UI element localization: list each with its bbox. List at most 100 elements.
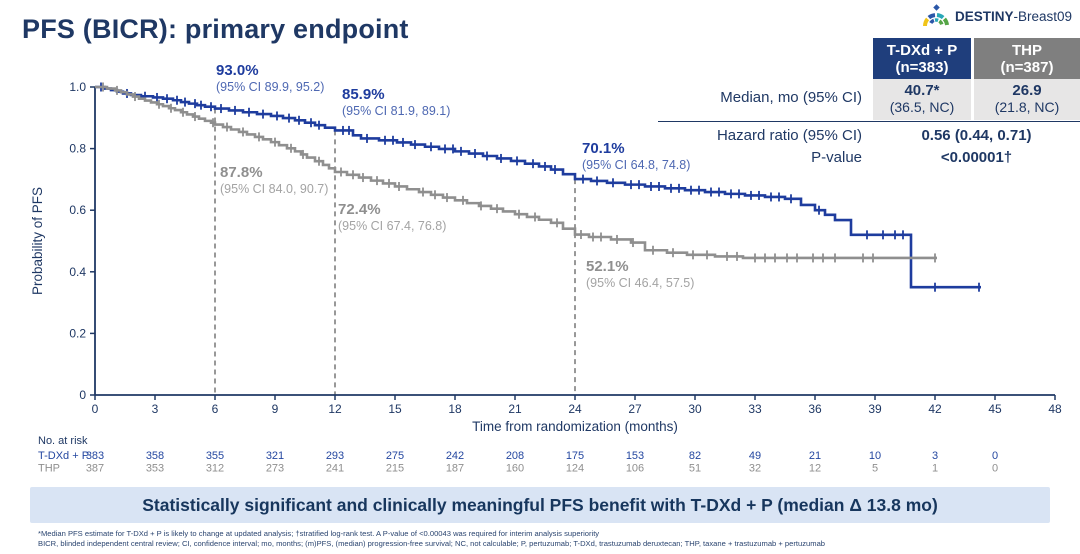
risk-count: 187 [446,463,464,475]
risk-count: 312 [206,463,224,475]
risk-count: 49 [749,450,761,462]
risk-count: 355 [206,450,224,462]
study-logo-text: DESTINY-Breast09 [955,9,1072,24]
footnote-line-2: BICR, blinded independent central review… [38,539,826,548]
risk-count: 82 [689,450,701,462]
pvalue-row: P-value <0.00001† [658,146,1080,168]
median-tdxd-main: 40.7* [904,82,940,99]
col-tdxd-n: (n=383) [895,59,949,76]
page-title: PFS (BICR): primary endpoint [22,14,409,44]
risk-count: 321 [266,450,284,462]
risk-count: 124 [566,463,584,475]
risk-row-label: THP [38,463,60,475]
x-tick-label: 42 [928,402,942,416]
median-row: Median, mo (95% CI) 40.7* (36.5, NC) 26.… [658,79,1080,120]
median-row-label: Median, mo (95% CI) [720,89,862,106]
median-value-tdxd: 40.7* (36.5, NC) [873,79,971,120]
km-curve-tdxd-p [95,85,981,289]
risk-count: 208 [506,450,524,462]
risk-count: 21 [809,450,821,462]
risk-count: 10 [869,450,881,462]
y-tick-label: 0.2 [69,326,86,340]
study-logo-text-rest: -Breast09 [1013,9,1072,24]
risk-count: 153 [626,450,644,462]
risk-count: 293 [326,450,344,462]
risk-count: 5 [872,463,878,475]
y-axis-title: Probability of PFS [30,187,45,295]
destiny-fan-icon [922,4,949,27]
risk-count: 353 [146,463,164,475]
y-tick-label: 0.8 [69,142,86,156]
risk-count: 32 [749,463,761,475]
risk-count: 160 [506,463,524,475]
x-tick-label: 12 [328,402,342,416]
milestone-label: 72.4% [338,201,381,218]
risk-count: 273 [266,463,284,475]
x-tick-label: 0 [92,402,99,416]
risk-count: 175 [566,450,584,462]
km-curve-thp [95,85,937,260]
risk-count: 0 [992,463,998,475]
risk-row-label: T-DXd + P [38,450,89,462]
footnotes: *Median PFS estimate for T-DXd + P is li… [38,529,825,549]
study-logo: DESTINY-Breast09 [921,4,1072,29]
milestone-label: 87.8% [220,164,263,181]
stats-column-header-thp: THP (n=387) [974,38,1080,79]
milestone-label: 85.9% [342,86,385,103]
col-thp-name: THP [1012,42,1042,59]
median-thp-main: 26.9 [1012,82,1042,99]
y-tick-label: 0.4 [69,265,86,279]
risk-count: 51 [689,463,701,475]
risk-table-title: No. at risk [38,435,88,447]
milestone-label: 93.0% [216,62,259,79]
risk-count: 215 [386,463,404,475]
x-tick-label: 15 [388,402,402,416]
table-rule [658,121,1080,122]
col-thp-n: (n=387) [1000,59,1054,76]
milestone-ci-label: (95% CI 89.9, 95.2) [216,80,324,94]
pvalue-label: P-value [811,149,862,166]
risk-count: 0 [992,450,998,462]
study-logo-text-bold: DESTINY [954,9,1014,24]
x-tick-label: 6 [212,402,219,416]
milestone-ci-label: (95% CI 81.9, 89.1) [342,104,450,118]
x-tick-label: 9 [272,402,279,416]
risk-count: 12 [809,463,821,475]
risk-count: 3 [932,450,938,462]
milestone-ci-label: (95% CI 84.0, 90.7) [220,182,328,196]
stats-column-header-tdxd: T-DXd + P (n=383) [873,38,971,79]
risk-count: 241 [326,463,344,475]
x-tick-label: 33 [748,402,762,416]
x-tick-label: 24 [568,402,582,416]
risk-count: 275 [386,450,404,462]
pvalue-value: <0.00001† [940,149,1013,166]
x-tick-label: 21 [508,402,522,416]
x-tick-label: 39 [868,402,882,416]
x-tick-label: 48 [1048,402,1062,416]
x-tick-label: 27 [628,402,642,416]
footnote-line-1: *Median PFS estimate for T-DXd + P is li… [38,529,600,538]
milestone-ci-label: (95% CI 64.8, 74.8) [582,158,690,172]
y-tick-label: 0 [79,388,86,402]
x-tick-label: 3 [152,402,159,416]
y-tick-label: 1.0 [69,80,86,94]
milestone-label: 52.1% [586,258,629,275]
hazard-ratio-value: 0.56 (0.44, 0.71) [921,127,1032,144]
risk-count: 358 [146,450,164,462]
x-tick-label: 45 [988,402,1002,416]
x-axis-title: Time from randomization (months) [472,419,678,434]
milestone-ci-label: (95% CI 46.4, 57.5) [586,276,694,290]
x-tick-label: 30 [688,402,702,416]
col-tdxd-name: T-DXd + P [886,42,958,59]
risk-count: 383 [86,450,104,462]
risk-count: 106 [626,463,644,475]
milestone-ci-label: (95% CI 67.4, 76.8) [338,219,446,233]
hazard-ratio-label: Hazard ratio (95% CI) [716,127,862,144]
risk-count: 387 [86,463,104,475]
stats-header-row: T-DXd + P (n=383) THP (n=387) [658,38,1080,79]
km-chart: 0 3 6 9 12 15 18 21 24 27 30 33 36 39 42 45 48 0 0.2 0.4 0.6… [30,62,1062,475]
hazard-ratio-row: Hazard ratio (95% CI) 0.56 (0.44, 0.71) [658,122,1080,146]
y-tick-label: 0.6 [69,203,86,217]
risk-count: 242 [446,450,464,462]
